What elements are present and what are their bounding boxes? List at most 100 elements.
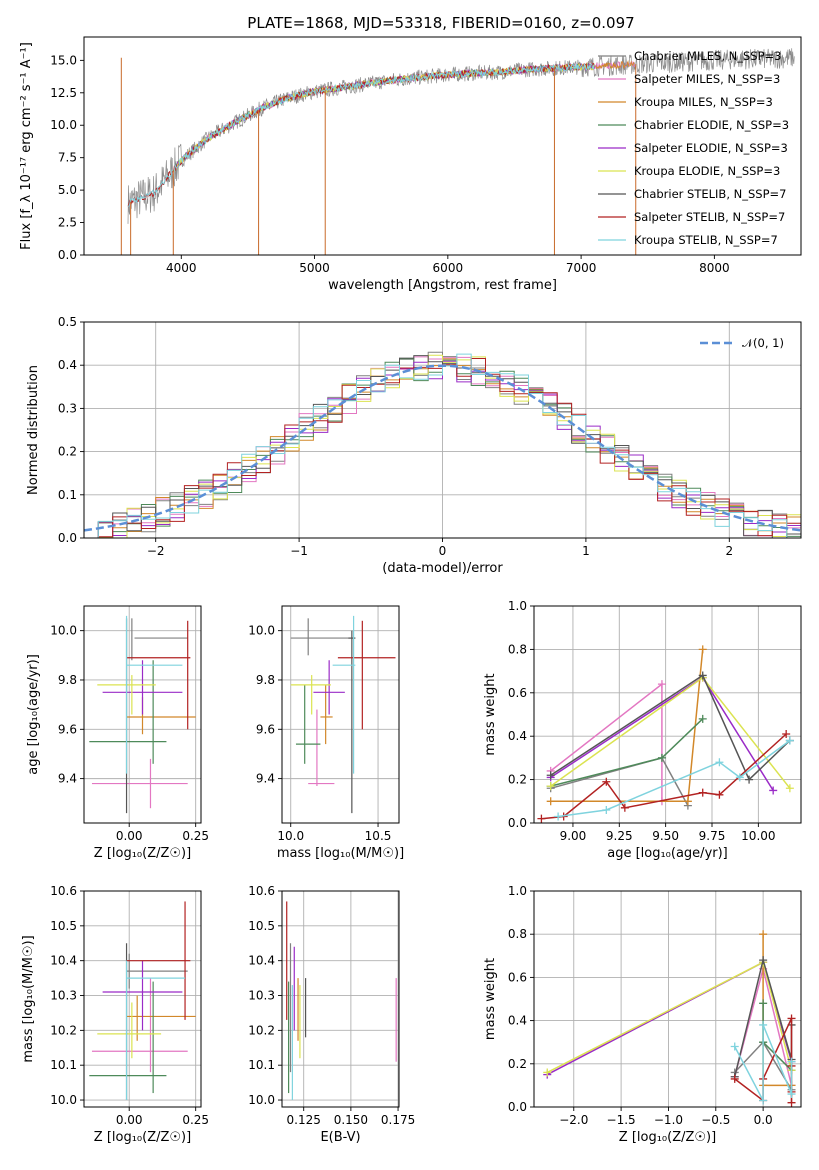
errorbars	[286, 901, 397, 1101]
y-tick-label: 0.2	[508, 1057, 527, 1071]
residual-histogram-step	[84, 354, 801, 538]
x-tick-label: 7000	[566, 261, 597, 275]
weight-point-marker	[698, 671, 707, 680]
spectrum-lines	[120, 48, 795, 255]
y-tick-label: 10.0	[50, 1093, 77, 1107]
y-axis-label: Normed distribution	[26, 365, 41, 495]
errorbars	[290, 615, 396, 814]
mass-vs-metallicity-panel: 0.00 0.25 10.0 10.1 10.2 10.3 10.4 10.5 10.6 Z [l…	[21, 884, 209, 1145]
weight-point-marker	[759, 999, 768, 1008]
y-tick-label: 9.6	[58, 722, 77, 736]
weight-point-marker	[785, 784, 794, 793]
y-tick-label: 0.0	[508, 816, 527, 830]
y-tick-label: 10.2	[248, 1023, 275, 1037]
weight-point-marker	[782, 730, 791, 739]
y-tick-label: 10.5	[50, 919, 77, 933]
plot-frame	[83, 605, 202, 824]
residual-histogram-step	[84, 351, 801, 538]
x-tick-label: −1	[290, 544, 308, 558]
x-axis-label: Z [log₁₀(Z/Z☉)]	[94, 846, 191, 861]
x-axis-label: wavelength [Angstrom, rest frame]	[328, 278, 557, 293]
age-vs-mass-panel: 10.0 10.5 9.4 9.6 9.8 10.0 mass [log₁₀(M/M☉)]	[248, 605, 404, 861]
y-tick-label: 0.1	[58, 488, 77, 502]
legend-label: Salpeter STELIB, N_SSP=7	[634, 210, 785, 224]
errorbars	[89, 901, 196, 1101]
y-tick-label: 10.0	[50, 624, 77, 638]
weight-point-marker	[546, 771, 555, 780]
y-tick-label: 10.3	[248, 989, 275, 1003]
y-tick-label: 5.0	[58, 183, 77, 197]
y-axis-label: age [log₁₀(age/yr)]	[26, 654, 41, 775]
observed-spectrum-line	[127, 48, 795, 224]
plot-frame	[83, 36, 802, 256]
legend-label: Salpeter MILES, N_SSP=3	[634, 72, 780, 86]
x-axis-label: age [log₁₀(age/yr)]	[607, 846, 728, 861]
x-tick-label: 0.175	[381, 1113, 415, 1127]
legend-label: Kroupa STELIB, N_SSP=7	[634, 233, 778, 247]
y-tick-label: 0.2	[58, 445, 77, 459]
legend-label: 𝒩(0, 1)	[742, 336, 784, 350]
weight-line	[550, 674, 791, 781]
y-tick-label: 0.0	[508, 1100, 527, 1114]
x-tick-label: −1.0	[654, 1113, 683, 1127]
plot-frame	[533, 890, 802, 1108]
plot-frame	[533, 605, 802, 824]
x-tick-label: 9.25	[606, 829, 633, 843]
gaussian-curve	[84, 364, 801, 532]
weight-point-marker	[759, 1096, 768, 1105]
weight-point-marker	[759, 930, 768, 939]
weight-point-marker	[537, 814, 546, 823]
y-tick-label: 10.6	[248, 884, 275, 898]
legend-label: Chabrier MILES, N_SSP=3	[634, 49, 781, 63]
weight-point-marker	[715, 758, 724, 767]
x-tick-label: −0.5	[701, 1113, 730, 1127]
plot-frame	[281, 890, 400, 1108]
x-axis-label: mass [log₁₀(M/M☉)]	[277, 846, 404, 861]
weight-point-marker	[546, 797, 555, 806]
y-tick-label: 9.8	[256, 673, 275, 687]
weight-point-marker	[735, 773, 744, 782]
y-tick-label: 0.6	[508, 970, 527, 984]
y-axis-label: Flux [f_λ 10⁻¹⁷ erg cm⁻² s⁻¹ A⁻¹]	[19, 42, 34, 250]
y-tick-label: 10.6	[50, 884, 77, 898]
weight-point-marker	[602, 805, 611, 814]
y-tick-label: 10.4	[50, 954, 77, 968]
weight-point-marker	[543, 1068, 552, 1077]
residual-histogram-step	[84, 355, 801, 538]
y-tick-label: 0.8	[508, 642, 527, 656]
residuals-panel: −2 −1 0 1 2 0.0 0.1 0.2 0.3 0.4 0.5 (data-model)/er…	[26, 315, 802, 576]
y-axis-label: mass [log₁₀(M/M☉)]	[21, 935, 36, 1062]
y-tick-label: 1.0	[508, 884, 527, 898]
y-tick-label: 9.8	[58, 673, 77, 687]
weight-lines	[543, 930, 796, 1107]
y-tick-label: 10.2	[50, 1023, 77, 1037]
weight-point-marker	[715, 790, 724, 799]
weight-point-marker	[759, 956, 768, 965]
plot-frame	[83, 890, 202, 1108]
weight-point-marker	[787, 1014, 796, 1023]
x-axis-label: E(B-V)	[320, 1130, 360, 1145]
legend-label: Kroupa ELODIE, N_SSP=3	[634, 164, 780, 178]
y-tick-label: 15.0	[50, 53, 77, 67]
x-tick-label: 6000	[433, 261, 464, 275]
age-vs-metallicity-panel: 0.00 0.25 9.4 9.6 9.8 10.0 Z [log₁₀(Z/Z☉)] age …	[26, 605, 209, 861]
y-axis-label: mass weight	[483, 958, 498, 1040]
x-tick-label: 0.0	[754, 1113, 773, 1127]
x-tick-label: 10.5	[365, 829, 392, 843]
x-tick-label: 0.00	[116, 829, 143, 843]
x-tick-label: 5000	[299, 261, 330, 275]
y-tick-label: 9.4	[256, 772, 275, 786]
x-tick-label: 0	[439, 544, 447, 558]
weight-point-marker	[683, 797, 692, 806]
weight-point-marker	[759, 1020, 768, 1029]
y-tick-label: 10.3	[50, 989, 77, 1003]
y-axis-label: mass weight	[483, 673, 498, 755]
weight-lines	[537, 645, 794, 823]
x-tick-label: −2.0	[559, 1113, 588, 1127]
spectrum-panel: 4000 5000 6000 7000 8000 0.0 2.5 5.0 7.5 10.0 12.5…	[19, 36, 802, 293]
y-tick-label: 10.0	[248, 1093, 275, 1107]
x-tick-label: 0.25	[182, 829, 209, 843]
y-tick-label: 0.4	[508, 1014, 527, 1028]
x-tick-label: 9.75	[699, 829, 726, 843]
